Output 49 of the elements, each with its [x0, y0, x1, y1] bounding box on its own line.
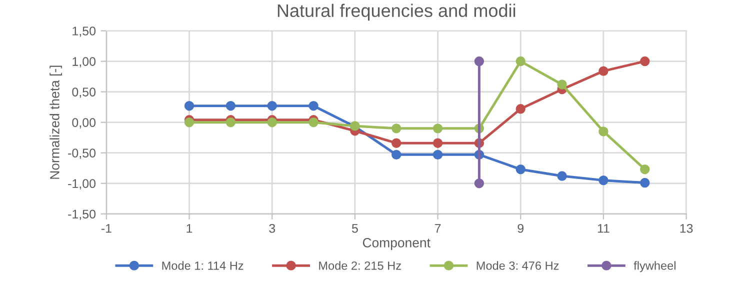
point: [226, 100, 236, 111]
y-tick-label: 0,50: [72, 88, 96, 98]
point: [516, 164, 526, 174]
legend-label: Mode 3: 476 Hz: [476, 261, 559, 270]
y-tick-label: -0,50: [68, 148, 96, 159]
y-tick-label: -1,50: [68, 210, 96, 220]
point: [432, 138, 443, 148]
point: [267, 100, 277, 111]
point: [516, 56, 526, 66]
x-tick-label: 3: [269, 224, 276, 233]
x-tick-label: 1: [186, 224, 192, 233]
point: [432, 124, 443, 134]
chart-title: Natural frequencies and modii: [278, 4, 516, 21]
point: [598, 126, 608, 136]
legend-label: Mode 2: 215 Hz: [319, 261, 401, 270]
point: [392, 124, 402, 134]
point: [392, 138, 402, 148]
point: [474, 178, 484, 188]
y-tick-label: 1,50: [72, 26, 96, 37]
point: [640, 56, 650, 66]
x-tick-label: 5: [352, 224, 358, 233]
point: [184, 100, 194, 111]
y-axis-title: Normalized theta [-]: [50, 66, 62, 179]
point: [598, 66, 608, 76]
point: [392, 150, 402, 160]
x-tick-label: 9: [518, 224, 524, 233]
point: [640, 164, 650, 174]
point: [432, 150, 443, 160]
x-tick-label: 13: [680, 224, 693, 233]
y-tick-label: 1,00: [72, 57, 96, 68]
point: [474, 56, 484, 66]
point: [598, 175, 608, 186]
point: [308, 117, 318, 128]
point: [267, 117, 277, 128]
point: [308, 100, 318, 111]
legend-label: flywheel: [634, 261, 676, 272]
x-tick-label: -1: [101, 224, 112, 233]
legend-label: Mode 1: 114 Hz: [162, 261, 244, 270]
point: [640, 178, 650, 188]
y-tick-label: 0,00: [72, 118, 96, 128]
x-tick-label: 11: [598, 224, 610, 233]
point: [557, 80, 567, 90]
y-tick-label: -1,00: [68, 179, 96, 190]
x-axis-title: Component: [362, 238, 430, 250]
x-tick-label: 7: [434, 224, 441, 233]
point: [516, 104, 526, 114]
point: [184, 117, 194, 128]
point: [226, 117, 236, 128]
point: [557, 171, 567, 181]
